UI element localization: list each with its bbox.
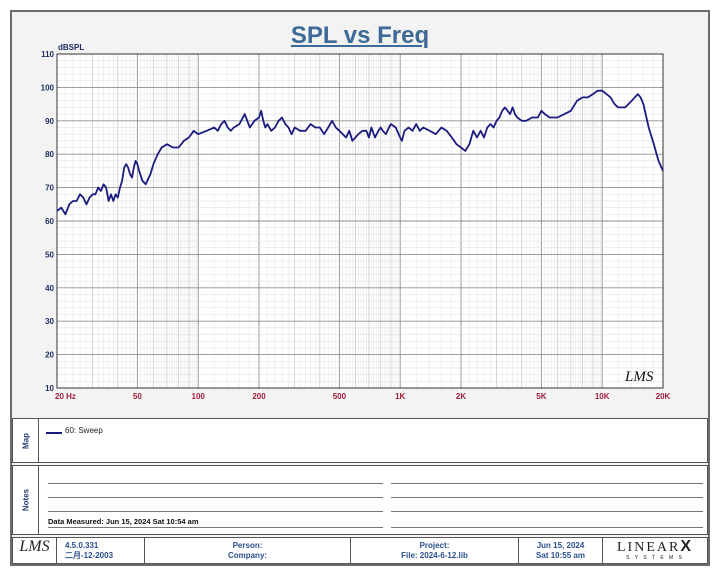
footer-logo-cell: LMS: [13, 538, 57, 563]
lms-logo: LMS: [19, 538, 50, 555]
y-tick-label: 90: [45, 117, 54, 126]
systems-text: S Y S T E M S: [626, 555, 684, 561]
x-tick-label: 1K: [395, 392, 405, 401]
notes-panel: Notes Data Measured: Jun 15, 2024 Sat 10…: [12, 465, 708, 535]
note-line: [48, 483, 383, 484]
note-line: [391, 511, 703, 512]
x-tick-label: 200: [252, 392, 266, 401]
axis-ticks: 10 20 30 40 50 60 70 80 90 100 110 20 Hz 50 100 200 500…: [41, 50, 671, 401]
notes-label-cell: Notes: [13, 466, 39, 534]
lms-watermark: LMS: [624, 369, 654, 385]
x-tick-label: 50: [133, 392, 142, 401]
notes-label: Notes: [21, 488, 30, 512]
y-tick-label: 70: [45, 184, 54, 193]
note-line: [48, 497, 383, 498]
y-axis-label: dBSPL: [58, 43, 84, 52]
note-line: [391, 497, 703, 498]
print-time: Sat 10:55 am: [536, 551, 585, 560]
map-label: Map: [21, 432, 30, 449]
file-label: File: 2024-6-12.lib: [401, 551, 468, 560]
brand-cell: LINEARX S Y S T E M S: [603, 538, 707, 563]
x-tick-label: 10K: [595, 392, 610, 401]
person-label: Person:: [232, 541, 263, 550]
x-tick-label: 500: [333, 392, 347, 401]
x-tick-label: 2K: [456, 392, 466, 401]
x-tick-label: 5K: [536, 392, 546, 401]
y-tick-label: 110: [41, 50, 54, 59]
y-tick-label: 50: [45, 250, 54, 259]
legend-swatch: [46, 432, 62, 434]
project-label: Project:: [419, 541, 450, 550]
note-line: [391, 483, 703, 484]
x-tick-label: 20 Hz: [55, 392, 76, 401]
version-cell: 4.5.0.331 二月-12-2003: [57, 538, 145, 563]
note-line: [391, 527, 703, 528]
x-tick-label: 20K: [656, 392, 671, 401]
note-line: [48, 511, 383, 512]
person-cell: Person: Company:: [145, 538, 351, 563]
spl-chart: 10 20 30 40 50 60 70 80 90 100 110 20 Hz 50 100 200 500…: [41, 43, 671, 401]
y-tick-label: 100: [41, 83, 55, 92]
x-tick-label: 100: [192, 392, 206, 401]
y-tick-label: 80: [45, 150, 54, 159]
y-tick-label: 60: [45, 217, 54, 226]
note-line: [48, 527, 383, 528]
project-cell: Project: File: 2024-6-12.lib: [351, 538, 519, 563]
footer-bar: LMS 4.5.0.331 二月-12-2003 Person: Company…: [12, 537, 708, 564]
data-measured-text: Data Measured: Jun 15, 2024 Sat 10:54 am: [48, 517, 199, 526]
linearx-logo: LINEARX: [617, 538, 693, 555]
y-tick-label: 40: [45, 284, 54, 293]
grid: [56, 53, 664, 389]
plot-border: [56, 53, 664, 389]
chart-title: SPL vs Freq: [290, 22, 430, 49]
series-line: [56, 89, 664, 216]
print-date: Jun 15, 2024: [536, 541, 585, 550]
print-date-cell: Jun 15, 2024 Sat 10:55 am: [519, 538, 603, 563]
legend-entry: 60: Sweep: [65, 426, 103, 435]
version-text: 4.5.0.331: [65, 541, 99, 550]
y-tick-label: 10: [45, 384, 54, 393]
version-date: 二月-12-2003: [65, 551, 114, 560]
y-tick-label: 30: [45, 317, 54, 326]
map-label-cell: Map: [13, 419, 39, 462]
y-tick-label: 20: [45, 351, 54, 360]
company-label: Company:: [227, 551, 268, 560]
legend-panel: Map 60: Sweep: [12, 418, 708, 463]
